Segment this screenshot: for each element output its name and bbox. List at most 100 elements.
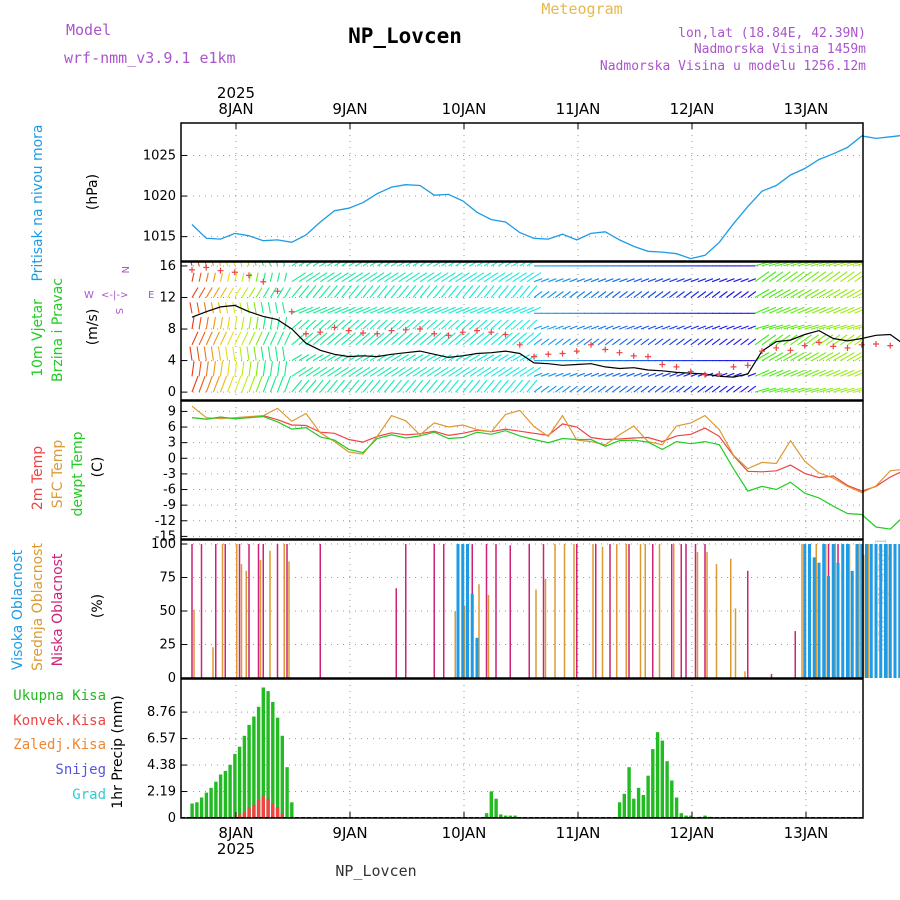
precip-bar [242, 812, 247, 818]
wind-arrow [869, 388, 883, 392]
wind-arrow [562, 278, 571, 283]
gust-marker [673, 363, 680, 370]
wind-arrow [533, 278, 543, 283]
precip-tick-label: 8.76 [147, 705, 176, 720]
wind-arrow [718, 291, 728, 298]
precip-bar [218, 774, 223, 818]
wind-arrow [269, 272, 273, 282]
wind-arrow [775, 271, 791, 283]
wind-arrow [555, 372, 564, 377]
wind-arrow [833, 306, 848, 314]
wind-arrow [869, 262, 883, 266]
wind-arrow [248, 361, 252, 377]
wind-arrow [405, 306, 421, 314]
wind-arrow [597, 278, 607, 283]
wind-arrow [369, 306, 385, 314]
wind-arrow [234, 361, 238, 377]
wind-arrow [519, 262, 528, 267]
wind-arrow [540, 325, 550, 330]
precip-bar [275, 807, 280, 818]
wind-arrow [191, 316, 195, 330]
wind-arrow [455, 306, 470, 314]
wind-arrow [526, 332, 542, 346]
wind-arrow [476, 366, 492, 377]
precip-bar [228, 764, 232, 818]
wind-arrow [291, 332, 307, 346]
wind-arrow [797, 334, 812, 346]
wind-arrow [747, 278, 756, 283]
precip-bar [223, 770, 228, 818]
wind-arrow [225, 346, 229, 361]
wind-arrow [847, 324, 862, 330]
wind-arrow [433, 285, 445, 298]
wind-arrow [505, 319, 516, 330]
wind-arrow [776, 289, 791, 298]
compass-arrows: <-|-> [101, 290, 128, 301]
precip-bar [484, 813, 489, 818]
temp-tick-label: -9 [163, 498, 176, 513]
wind-arrow [241, 316, 245, 330]
wind-arrow [890, 272, 900, 282]
wind-arrow [583, 372, 593, 377]
wind-arrow [569, 372, 578, 377]
compass-north: N [119, 266, 130, 273]
wind-arrow [883, 388, 897, 392]
gust-marker [645, 353, 651, 360]
wind-arrow [590, 338, 600, 346]
wind-arrow [640, 278, 650, 283]
wind-arrow [254, 262, 257, 267]
gust-marker [602, 346, 609, 353]
wind-arrow [334, 306, 349, 314]
wind-arrow [583, 278, 593, 283]
gust-marker [203, 264, 210, 271]
wind-arrow [576, 325, 585, 330]
wind-arrow [398, 332, 413, 346]
wind-arrow [847, 387, 862, 393]
wind-arrow [761, 289, 777, 298]
wind-arrow [683, 291, 692, 298]
wind-arrow [711, 338, 721, 346]
wind-arrow [196, 346, 200, 361]
wind-arrow [669, 385, 678, 393]
precip-bar [242, 735, 247, 818]
wind-arrow [248, 375, 256, 393]
wind-arrow [405, 319, 417, 330]
precip-bar [256, 706, 261, 818]
wind-arrow [198, 375, 206, 393]
wind-arrow [276, 272, 281, 282]
wind-arrow [405, 332, 421, 346]
wind-arrow [569, 291, 578, 298]
wind-arrow [669, 325, 678, 330]
wind-arrow [811, 306, 827, 314]
wind-arrow [747, 338, 757, 346]
wind-arrow [847, 271, 862, 283]
gust-marker [360, 329, 366, 336]
wind-arrow [790, 369, 805, 377]
wind-arrow [491, 354, 502, 362]
wind-arrow [783, 324, 798, 330]
wind-arrow [640, 325, 650, 330]
wind-arrow [298, 306, 314, 314]
wind-arrow [434, 272, 449, 283]
wind-arrow [255, 272, 259, 282]
wind-arrow [505, 332, 520, 346]
wind-arrow [234, 316, 238, 330]
precip-bar [489, 791, 493, 818]
wind-arrow [261, 262, 264, 267]
wind-arrow [377, 306, 392, 314]
wind-arrow [555, 291, 564, 298]
wind-arrow [412, 366, 428, 377]
wind-arrow [334, 332, 349, 346]
gust-marker [260, 278, 267, 285]
station-altitude: Nadmorska Visina 1459m [694, 42, 866, 57]
wind-arrow [733, 338, 742, 346]
wind-arrow [754, 324, 770, 330]
wind-arrow [355, 272, 371, 283]
wind-arrow [683, 385, 692, 393]
wind-arrow [355, 366, 371, 377]
wind-arrow [890, 325, 900, 329]
wind-arrow [605, 278, 614, 283]
wind-arrow [219, 361, 224, 377]
wind-arrow [469, 379, 481, 393]
wind-arrow [305, 366, 321, 377]
